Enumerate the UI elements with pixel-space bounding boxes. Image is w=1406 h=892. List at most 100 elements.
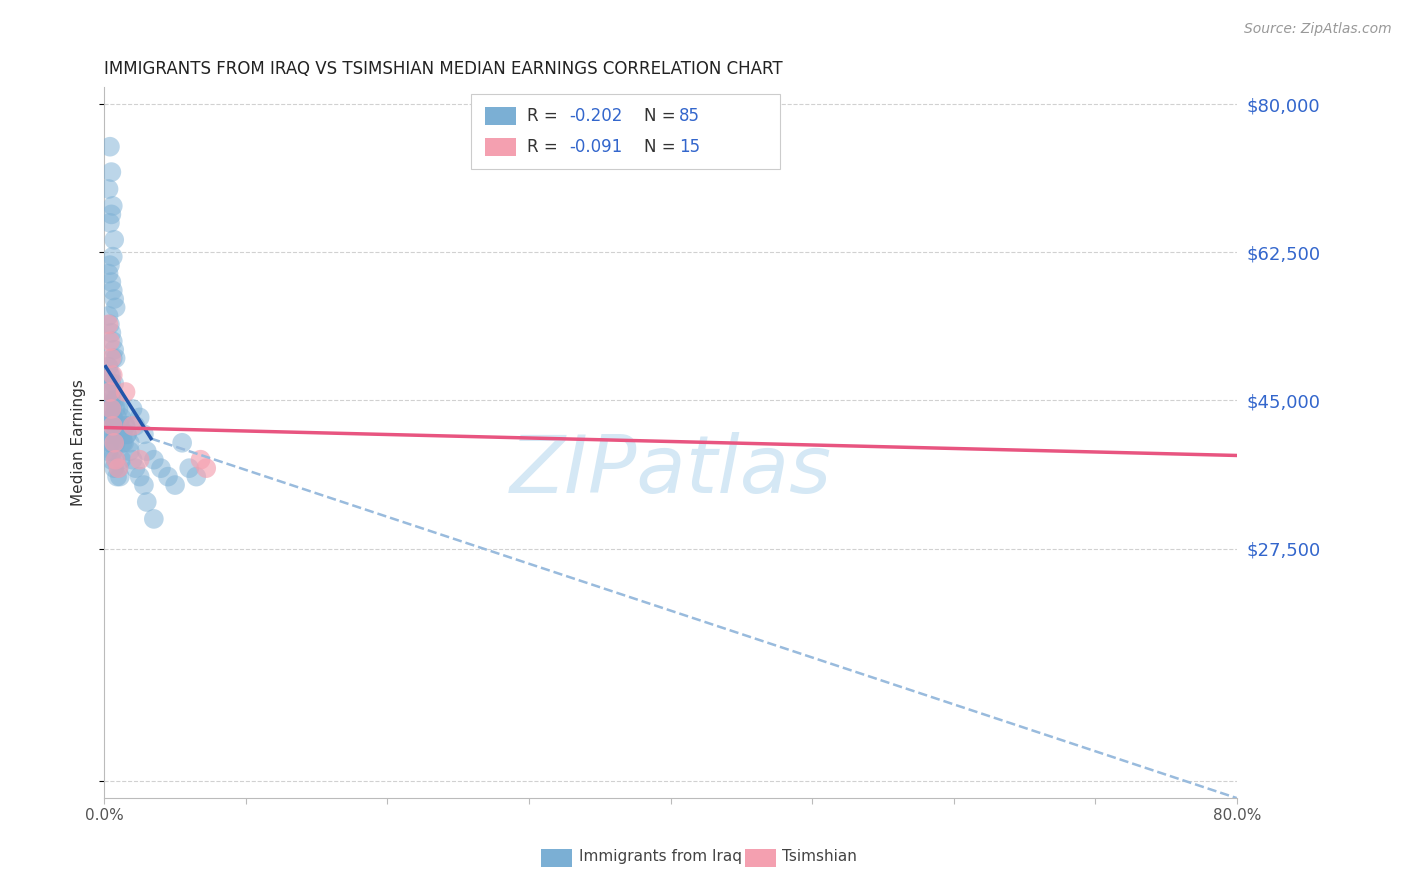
Point (97, 359, 120, 374)
Y-axis label: Median Earnings: Median Earnings (72, 379, 86, 507)
Point (107, 461, 129, 475)
Point (98, 258, 121, 272)
Point (186, 469, 208, 483)
Point (118, 435, 141, 450)
Point (105, 469, 128, 483)
Text: ZIPatlas: ZIPatlas (509, 433, 831, 510)
Point (98, 368, 121, 383)
Point (105, 410, 128, 425)
Point (98, 334, 121, 349)
Point (97, 418, 120, 433)
Point (98, 435, 121, 450)
Point (142, 452, 165, 467)
Point (108, 469, 131, 483)
Point (100, 165, 122, 179)
Point (104, 401, 127, 416)
Point (101, 410, 124, 425)
Point (128, 452, 150, 467)
Point (114, 418, 136, 433)
Point (101, 368, 124, 383)
Point (111, 427, 134, 442)
Text: N =: N = (644, 107, 681, 125)
Point (104, 435, 127, 450)
Point (97, 444, 120, 458)
Text: 15: 15 (679, 138, 700, 156)
Point (124, 418, 146, 433)
Point (172, 435, 194, 450)
Point (132, 478, 155, 492)
Point (101, 284, 124, 298)
Point (103, 393, 125, 408)
Point (100, 275, 122, 289)
Point (101, 410, 124, 425)
Text: R =: R = (527, 107, 564, 125)
Point (165, 478, 187, 492)
Point (190, 452, 212, 467)
Point (100, 326, 122, 340)
Point (97, 309, 120, 323)
Point (107, 401, 129, 416)
Point (100, 368, 122, 383)
Point (103, 418, 125, 433)
Point (135, 444, 157, 458)
Point (101, 334, 124, 349)
Text: Source: ZipAtlas.com: Source: ZipAtlas.com (1244, 22, 1392, 37)
Point (100, 376, 122, 391)
Text: -0.091: -0.091 (569, 138, 623, 156)
Point (114, 418, 136, 433)
Point (98, 216, 121, 230)
Point (103, 292, 125, 306)
Point (121, 418, 143, 433)
Point (115, 427, 138, 442)
Point (104, 427, 127, 442)
Point (142, 512, 165, 526)
Point (97, 318, 120, 332)
Point (103, 435, 125, 450)
Point (103, 461, 125, 475)
Text: -0.202: -0.202 (569, 107, 623, 125)
Point (104, 351, 127, 366)
Point (97, 401, 120, 416)
Point (97, 182, 120, 196)
Point (98, 139, 121, 153)
Point (128, 410, 150, 425)
Point (100, 351, 122, 366)
Point (101, 384, 124, 399)
Text: 85: 85 (679, 107, 700, 125)
Point (97, 267, 120, 281)
Text: Tsimshian: Tsimshian (782, 849, 856, 863)
Point (100, 393, 122, 408)
Point (103, 343, 125, 357)
Point (101, 351, 124, 366)
Point (156, 469, 179, 483)
Text: IMMIGRANTS FROM IRAQ VS TSIMSHIAN MEDIAN EARNINGS CORRELATION CHART: IMMIGRANTS FROM IRAQ VS TSIMSHIAN MEDIAN… (104, 60, 783, 78)
Point (135, 495, 157, 509)
Point (98, 401, 121, 416)
Point (98, 318, 121, 332)
Point (149, 461, 172, 475)
Point (98, 384, 121, 399)
Text: R =: R = (527, 138, 564, 156)
Point (124, 461, 146, 475)
Point (104, 393, 127, 408)
Point (115, 427, 138, 442)
Point (101, 444, 124, 458)
Point (101, 250, 124, 264)
Point (132, 427, 155, 442)
Point (101, 418, 124, 433)
Point (101, 199, 124, 213)
Point (100, 401, 122, 416)
Point (97, 410, 120, 425)
Point (103, 233, 125, 247)
Text: N =: N = (644, 138, 681, 156)
Point (108, 418, 131, 433)
Point (104, 452, 127, 467)
Point (103, 376, 125, 391)
Point (118, 444, 141, 458)
Point (100, 435, 122, 450)
Text: Immigrants from Iraq: Immigrants from Iraq (579, 849, 742, 863)
Point (121, 452, 143, 467)
Point (100, 452, 122, 467)
Point (98, 384, 121, 399)
Point (100, 207, 122, 221)
